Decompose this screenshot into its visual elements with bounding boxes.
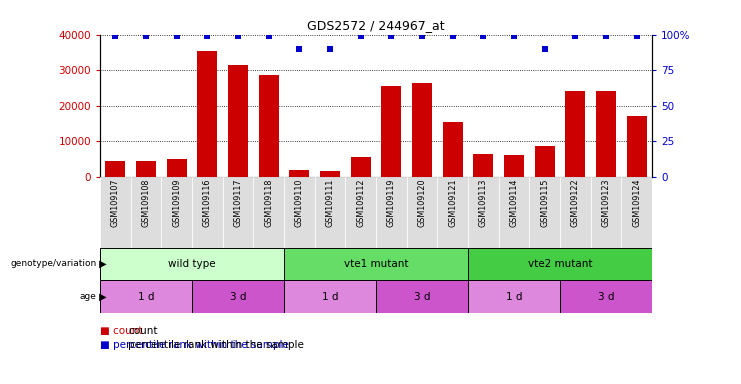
Text: GSM109108: GSM109108 <box>142 179 150 227</box>
Bar <box>130 177 162 248</box>
Text: GSM109115: GSM109115 <box>540 179 549 227</box>
Point <box>355 33 367 39</box>
Text: GSM109114: GSM109114 <box>510 179 519 227</box>
Point <box>539 46 551 52</box>
Text: 1 d: 1 d <box>506 291 522 302</box>
Bar <box>284 248 468 280</box>
Point <box>385 33 397 39</box>
Text: ▶: ▶ <box>96 291 107 302</box>
Bar <box>622 177 652 248</box>
Bar <box>350 157 370 177</box>
Point <box>140 33 152 39</box>
Text: GSM109109: GSM109109 <box>172 179 182 227</box>
Bar <box>596 91 616 177</box>
Point <box>110 33 122 39</box>
Bar <box>284 280 376 313</box>
Bar <box>223 177 253 248</box>
Point <box>170 33 182 39</box>
Text: ■ percentile rank within the sample: ■ percentile rank within the sample <box>100 339 289 349</box>
Text: ▶: ▶ <box>96 259 107 269</box>
Text: percentile rank within the sample: percentile rank within the sample <box>128 339 304 349</box>
Bar <box>468 248 652 280</box>
Point <box>508 33 520 39</box>
Text: GSM109111: GSM109111 <box>325 179 334 227</box>
Bar <box>192 177 223 248</box>
Text: genotype/variation: genotype/variation <box>10 260 96 268</box>
Text: GSM109123: GSM109123 <box>602 179 611 227</box>
Text: wild type: wild type <box>168 259 216 269</box>
Text: 1 d: 1 d <box>322 291 339 302</box>
Bar <box>167 159 187 177</box>
Bar <box>376 280 468 313</box>
Bar <box>228 65 248 177</box>
Point <box>631 33 642 39</box>
Bar <box>100 280 192 313</box>
Text: GSM109113: GSM109113 <box>479 179 488 227</box>
Text: GSM109124: GSM109124 <box>632 179 641 227</box>
Bar <box>100 177 130 248</box>
Bar <box>504 156 524 177</box>
Bar <box>290 170 309 177</box>
Bar <box>136 161 156 177</box>
Bar <box>529 177 560 248</box>
Bar <box>253 177 284 248</box>
Bar <box>192 280 284 313</box>
Bar <box>473 154 494 177</box>
Point <box>263 33 275 39</box>
Text: count: count <box>128 326 158 336</box>
Point <box>477 33 489 39</box>
Bar <box>162 177 192 248</box>
Bar <box>443 122 462 177</box>
Text: vte2 mutant: vte2 mutant <box>528 259 592 269</box>
Text: GSM109107: GSM109107 <box>111 179 120 227</box>
Bar <box>499 177 529 248</box>
Bar <box>560 280 652 313</box>
Bar <box>100 248 284 280</box>
Text: ■ count: ■ count <box>100 326 142 336</box>
Point <box>293 46 305 52</box>
Bar <box>565 91 585 177</box>
Point <box>324 46 336 52</box>
Text: GSM109120: GSM109120 <box>418 179 427 227</box>
Bar <box>315 177 345 248</box>
Bar <box>560 177 591 248</box>
Bar <box>259 75 279 177</box>
Bar <box>105 161 125 177</box>
Bar <box>345 177 376 248</box>
Text: GSM109112: GSM109112 <box>356 179 365 227</box>
Text: vte1 mutant: vte1 mutant <box>344 259 408 269</box>
Bar <box>437 177 468 248</box>
Point <box>447 33 459 39</box>
Point <box>232 33 244 39</box>
Bar <box>468 280 560 313</box>
Bar <box>197 51 217 177</box>
Bar <box>407 177 437 248</box>
Point <box>202 33 213 39</box>
Bar <box>382 86 402 177</box>
Bar <box>591 177 622 248</box>
Text: GSM109118: GSM109118 <box>265 179 273 227</box>
Point <box>416 33 428 39</box>
Text: GSM109117: GSM109117 <box>233 179 242 227</box>
Text: age: age <box>79 292 96 301</box>
Title: GDS2572 / 244967_at: GDS2572 / 244967_at <box>308 19 445 32</box>
Bar <box>376 177 407 248</box>
Point <box>570 33 582 39</box>
Bar <box>627 116 647 177</box>
Bar <box>284 177 315 248</box>
Text: GSM109110: GSM109110 <box>295 179 304 227</box>
Text: GSM109119: GSM109119 <box>387 179 396 227</box>
Text: GSM109116: GSM109116 <box>203 179 212 227</box>
Text: 3 d: 3 d <box>598 291 614 302</box>
Text: GSM109122: GSM109122 <box>571 179 580 227</box>
Point <box>600 33 612 39</box>
Bar <box>412 83 432 177</box>
Text: GSM109121: GSM109121 <box>448 179 457 227</box>
Bar <box>468 177 499 248</box>
Bar <box>535 146 555 177</box>
Text: 3 d: 3 d <box>413 291 431 302</box>
Bar <box>320 171 340 177</box>
Text: 1 d: 1 d <box>138 291 154 302</box>
Text: 3 d: 3 d <box>230 291 246 302</box>
